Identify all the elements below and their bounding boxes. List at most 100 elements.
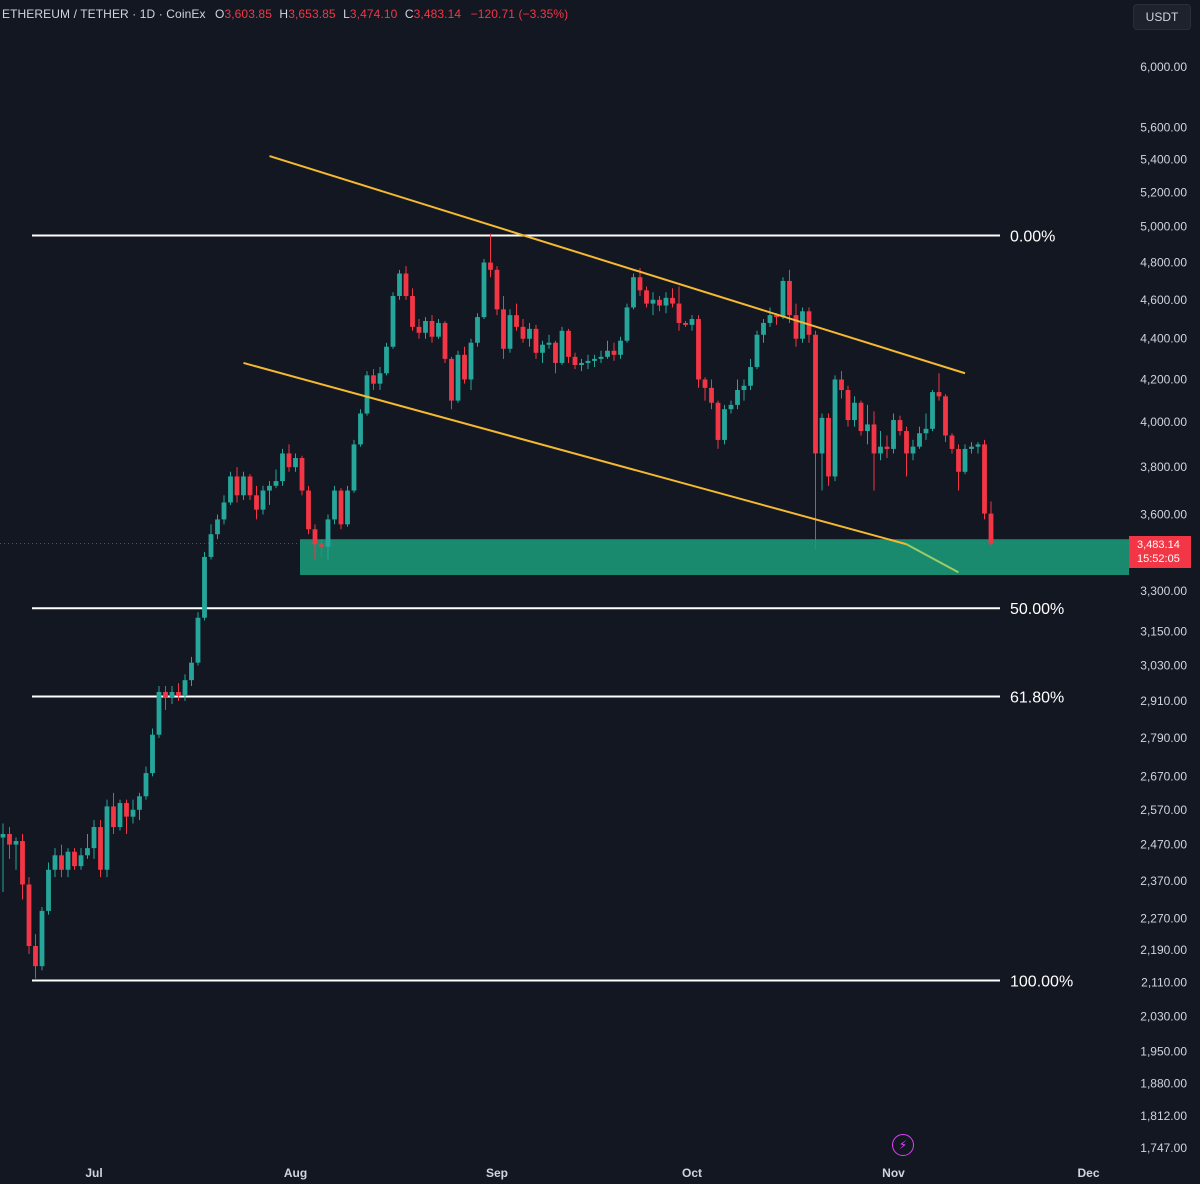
candle xyxy=(319,539,324,557)
candle xyxy=(176,683,181,701)
y-tick-label: 5,600.00 xyxy=(1140,120,1187,134)
support-zone xyxy=(300,539,1129,575)
y-tick-label: 2,670.00 xyxy=(1140,769,1187,783)
candle-body xyxy=(904,431,909,454)
candle xyxy=(702,377,708,401)
candle-body xyxy=(858,402,864,432)
candle xyxy=(910,439,916,461)
candle xyxy=(572,352,578,370)
last-price-value: 3,483.14 xyxy=(1137,539,1180,551)
candle xyxy=(800,307,805,343)
candle xyxy=(306,485,311,535)
candle xyxy=(852,396,857,427)
y-tick-label: 4,400.00 xyxy=(1140,332,1187,346)
candle xyxy=(988,501,994,546)
low-value: 3,474.10 xyxy=(349,7,398,21)
candle xyxy=(891,413,896,454)
candle xyxy=(39,907,45,971)
candle-body xyxy=(241,476,246,496)
candle xyxy=(592,354,597,368)
candle-body xyxy=(930,392,935,429)
candle xyxy=(468,338,474,390)
candle-body xyxy=(715,402,721,440)
candle xyxy=(325,514,331,560)
candle-body xyxy=(806,311,812,335)
candle xyxy=(520,319,526,343)
candle-body xyxy=(462,354,467,380)
candle-body xyxy=(501,309,506,349)
candle-body xyxy=(312,529,318,545)
candle xyxy=(780,277,786,320)
candle xyxy=(33,934,38,979)
lower-trendline xyxy=(243,361,907,546)
candle xyxy=(475,313,480,347)
fib-label: 61.80% xyxy=(1010,689,1064,706)
open-label: O xyxy=(215,7,225,21)
candle xyxy=(312,524,318,560)
y-tick-label: 3,600.00 xyxy=(1140,508,1187,522)
candle xyxy=(273,469,279,489)
candle-body xyxy=(299,457,305,491)
candle-body xyxy=(156,691,162,735)
candle xyxy=(104,799,110,878)
candle xyxy=(442,320,448,363)
candle-body xyxy=(85,848,90,856)
change-value: −120.71 (−3.35%) xyxy=(470,7,569,21)
currency-button[interactable]: USDT xyxy=(1133,4,1191,30)
candle-body xyxy=(819,417,825,454)
candle-body xyxy=(624,307,630,341)
candle xyxy=(904,426,909,477)
candle xyxy=(533,324,539,359)
candle-body xyxy=(514,315,519,327)
candle-body xyxy=(611,350,617,355)
candle-body xyxy=(39,910,45,967)
candle xyxy=(741,379,747,401)
candle-body xyxy=(553,342,558,363)
candle-body xyxy=(143,773,149,797)
candle-body xyxy=(117,803,123,828)
candle xyxy=(52,848,58,878)
candle-body xyxy=(559,330,565,363)
candle-body xyxy=(442,322,448,359)
candle-body xyxy=(332,490,337,520)
candle xyxy=(969,442,974,454)
candles-layer xyxy=(0,233,994,979)
candle-body xyxy=(741,385,747,390)
candle-body xyxy=(689,319,695,325)
candle-body xyxy=(605,350,610,357)
candle-body xyxy=(585,360,591,363)
candle-body xyxy=(267,485,272,491)
fib-label: 100.00% xyxy=(1010,974,1073,991)
candle xyxy=(611,342,617,361)
candle-body xyxy=(169,691,175,698)
candle-body xyxy=(871,424,877,454)
candle xyxy=(390,292,396,349)
y-tick-label: 3,150.00 xyxy=(1140,625,1187,639)
candle xyxy=(689,315,695,331)
y-tick-label: 1,880.00 xyxy=(1140,1077,1187,1091)
candle-body xyxy=(657,299,662,306)
x-tick-label: Sep xyxy=(486,1166,508,1180)
candle xyxy=(299,455,305,496)
candle-body xyxy=(650,299,656,304)
candle xyxy=(364,371,370,416)
candle xyxy=(982,439,987,520)
candle-body xyxy=(793,315,799,339)
candle xyxy=(241,471,246,501)
candle xyxy=(72,848,77,870)
candle-body xyxy=(351,444,357,491)
candle xyxy=(683,320,688,327)
candle-body xyxy=(488,262,493,270)
candle-body xyxy=(293,457,298,468)
candle xyxy=(143,766,149,800)
lightning-bolt-icon[interactable]: ⚡ xyxy=(892,1134,914,1156)
y-tick-label: 1,747.00 xyxy=(1140,1141,1187,1155)
candle-body xyxy=(767,315,773,323)
candle xyxy=(631,273,636,310)
candle xyxy=(923,413,929,440)
candle xyxy=(663,292,669,314)
candle-body xyxy=(91,827,97,849)
candle xyxy=(228,471,233,505)
candle xyxy=(930,389,935,432)
